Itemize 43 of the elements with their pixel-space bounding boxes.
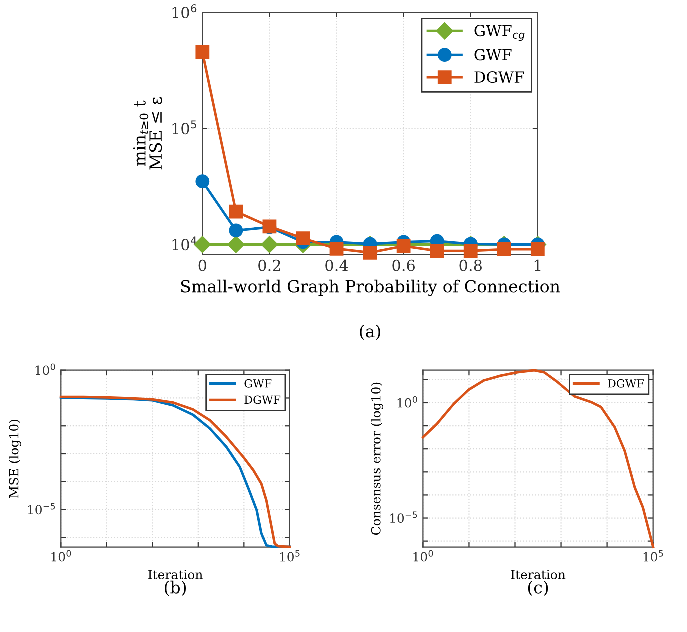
point xyxy=(229,204,244,219)
legend-label: DGWF xyxy=(608,379,644,388)
x-tick-label: 10$^{0}$ xyxy=(52,550,72,562)
x-axis-title: Iteration xyxy=(511,570,566,580)
y-tick-label: 10$^{−5}$ xyxy=(390,512,418,524)
x-tick-label: 10$^{0}$ xyxy=(414,550,434,562)
x-tick-label: 0.8 xyxy=(460,260,482,272)
x-tick-label: 10$^{5}$ xyxy=(644,550,664,562)
x-axis-title: Iteration xyxy=(148,570,203,580)
text: (b) xyxy=(165,580,186,596)
legend-label: GWF xyxy=(244,379,272,388)
x-tick-label: 0.2 xyxy=(258,260,280,272)
legend-label: DGWF xyxy=(244,396,281,404)
x-tick-label: 0.6 xyxy=(392,260,416,272)
legend-label: GWF xyxy=(474,49,512,61)
x-tick-label: 10$^{5}$ xyxy=(280,550,300,562)
point xyxy=(196,45,210,60)
y-tick-label: 10$^{5}$ xyxy=(172,120,196,135)
point xyxy=(330,242,344,256)
legend-label: DGWF xyxy=(474,72,524,84)
point xyxy=(196,174,210,189)
legend-label: GWF$_{cg}$ xyxy=(474,25,525,42)
text: (c) xyxy=(528,580,548,596)
x-tick-label: 0 xyxy=(198,260,207,272)
point xyxy=(261,236,278,254)
point xyxy=(464,244,478,258)
y-axis-title: MSE (log10) xyxy=(9,420,22,498)
point xyxy=(497,242,512,256)
point xyxy=(228,236,245,254)
y-axis-title: Consensus error (log10) xyxy=(371,382,384,536)
text: (a) xyxy=(360,324,380,340)
y-tick-label: 10$^{−5}$ xyxy=(28,503,56,515)
x-tick-label: 1 xyxy=(534,260,541,272)
point xyxy=(396,239,411,254)
y-axis-title: min$_{t≥0}$ t MSE ≤ ε xyxy=(133,98,162,170)
point xyxy=(363,246,378,260)
x-axis-title: Small-world Graph Probability of Connection xyxy=(181,280,560,296)
point xyxy=(530,242,545,256)
point xyxy=(296,232,310,246)
y-tick-label: 10$^{6}$ xyxy=(172,4,197,19)
point xyxy=(229,224,244,238)
point xyxy=(430,244,444,258)
x-tick-label: 0.4 xyxy=(326,260,348,272)
